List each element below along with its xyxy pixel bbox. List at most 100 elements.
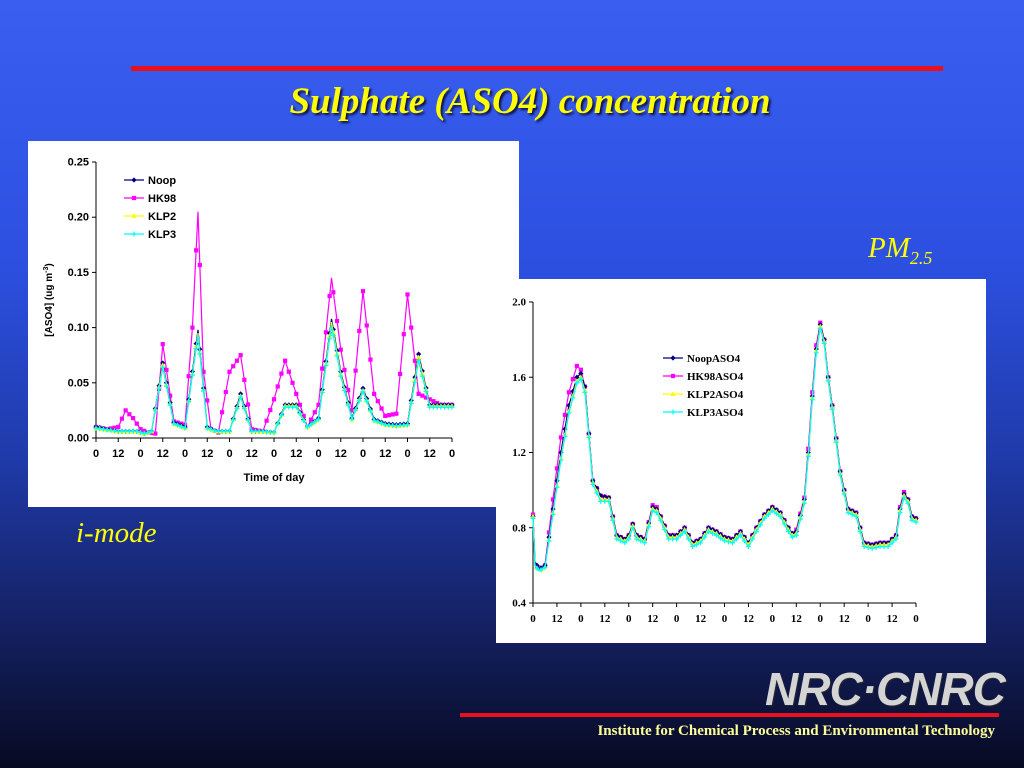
series-KLP3 <box>93 325 455 437</box>
data-point-HK98 <box>297 402 303 407</box>
data-point-KLP3 <box>238 394 244 400</box>
data-point-HK98ASO4 <box>550 497 556 502</box>
data-point-KLP3ASO4 <box>618 538 624 544</box>
data-point-HK98 <box>409 325 414 330</box>
data-point-KLP3ASO4 <box>622 540 628 546</box>
data-point-KLP3ASO4 <box>658 517 664 523</box>
x-axis-label: Time of day <box>244 472 306 484</box>
data-point-KLP3 <box>245 417 251 423</box>
data-point-KLP3 <box>227 428 232 434</box>
data-point-KLP3 <box>134 428 140 434</box>
data-point-HK98 <box>427 397 432 402</box>
data-point-KLP3 <box>341 388 347 394</box>
data-point-KLP3 <box>334 353 340 359</box>
slide-title: Sulphate (ASO4) concentration <box>289 81 771 122</box>
data-point-KLP3ASO4 <box>809 397 815 403</box>
chart-panel-imode: 0.00 0.05 0.10 0.15 0.20 0.25 0 12 0 12 0 12 0 12 0 12 0… <box>28 141 519 507</box>
data-point-KLP3 <box>152 407 158 413</box>
data-point-HK98 <box>227 369 232 374</box>
x-tick-label: 12 <box>157 448 169 460</box>
y-tick-label: 2.0 <box>512 297 526 309</box>
data-point-KLP3ASO4 <box>829 406 835 412</box>
data-point-KLP3ASO4 <box>805 453 811 459</box>
series-HK98 <box>93 211 455 436</box>
data-point-KLP3ASO4 <box>678 532 684 538</box>
footer-rule <box>460 713 999 717</box>
y-tick-label: 0.25 <box>68 157 89 169</box>
data-point-KLP3ASO4 <box>530 515 536 521</box>
data-point-HK98 <box>334 318 340 324</box>
data-point-KLP3ASO4 <box>821 340 827 346</box>
y-tick-label: 0.4 <box>512 598 526 610</box>
data-point-KLP3ASO4 <box>534 565 540 571</box>
data-point-HK98 <box>153 431 158 436</box>
data-point-KLP3ASO4 <box>654 510 660 516</box>
data-point-KLP3ASO4 <box>610 517 616 523</box>
data-point-KLP3ASO4 <box>725 539 731 545</box>
data-point-HK98ASO4 <box>558 435 564 440</box>
data-point-HK98 <box>219 410 225 415</box>
legend-marker-HK98ASO4 <box>670 373 676 379</box>
data-point-KLP3ASO4 <box>909 517 915 523</box>
data-point-KLP3 <box>327 336 333 342</box>
data-point-KLP3ASO4 <box>913 519 919 525</box>
data-point-KLP3ASO4 <box>893 536 899 542</box>
data-point-NoopASO4 <box>574 374 580 380</box>
data-point-HK98 <box>123 408 128 413</box>
title-rule-top <box>131 66 943 71</box>
series-KLP2 <box>93 321 455 436</box>
data-point-KLP3 <box>367 408 373 414</box>
data-point-HK98 <box>294 391 299 396</box>
caption-pm-subscript: 2.5 <box>909 247 933 268</box>
data-point-KLP3 <box>167 402 173 408</box>
data-point-HK98 <box>197 262 202 268</box>
data-point-KLP3 <box>138 429 143 435</box>
data-point-KLP3ASO4 <box>650 508 656 514</box>
x-tick-label: 12 <box>335 448 347 460</box>
data-point-KLP3ASO4 <box>753 529 759 535</box>
data-point-KLP3ASO4 <box>837 472 843 478</box>
data-point-HK98 <box>290 380 295 385</box>
data-point-KLP3ASO4 <box>797 516 803 522</box>
data-point-HK98 <box>401 332 406 337</box>
data-point-KLP3ASO4 <box>861 544 867 550</box>
data-point-KLP3ASO4 <box>550 512 556 518</box>
data-point-HK98 <box>186 374 191 379</box>
data-point-KLP3ASO4 <box>769 508 775 514</box>
data-point-HK98 <box>390 412 395 417</box>
nrc-cnrc-logo: NRC·CNRC <box>765 663 1006 715</box>
x-tick-label: 12 <box>379 448 391 460</box>
y-axis-label-sup: -3 <box>43 267 50 273</box>
x-tick-label: 0 <box>674 613 680 625</box>
data-point-KLP3ASO4 <box>729 540 735 546</box>
chart-pm25: 0.4 0.8 1.2 1.6 2.0 0 12 0 12 0 12 0 12 0 12 0 12 0 12 0 12 0… <box>512 297 919 626</box>
data-point-HK98 <box>116 424 121 430</box>
data-point-KLP3ASO4 <box>789 534 795 540</box>
data-point-KLP3ASO4 <box>889 540 895 546</box>
data-point-HK98 <box>394 411 399 416</box>
data-point-KLP3 <box>241 406 247 412</box>
data-point-KLP3 <box>316 416 321 422</box>
data-point-HK98 <box>268 407 273 413</box>
y-tick-label: 0.20 <box>68 212 89 224</box>
data-point-KLP3 <box>416 358 422 364</box>
data-point-KLP3ASO4 <box>777 513 783 519</box>
y-tick-label: 0.15 <box>68 267 89 279</box>
caption-pm-text: PM <box>868 232 910 264</box>
data-point-KLP3 <box>182 425 188 431</box>
data-point-HK98 <box>342 367 347 373</box>
legend-marker-KLP3 <box>131 231 137 237</box>
data-point-KLP3ASO4 <box>801 500 807 506</box>
data-point-HK98 <box>386 413 392 418</box>
data-point-HK98 <box>194 248 199 253</box>
data-point-KLP3 <box>234 406 240 412</box>
series-line-KLP3 <box>95 325 452 435</box>
data-point-KLP3ASO4 <box>686 536 692 542</box>
data-point-KLP3 <box>208 426 214 432</box>
x-tick-label: 12 <box>424 448 436 460</box>
data-point-HK98 <box>283 358 288 363</box>
y-tick-label: 0.05 <box>68 377 89 389</box>
data-point-KLP3 <box>408 400 414 406</box>
data-point-KLP3ASO4 <box>869 545 875 551</box>
data-point-HK98 <box>357 328 362 334</box>
